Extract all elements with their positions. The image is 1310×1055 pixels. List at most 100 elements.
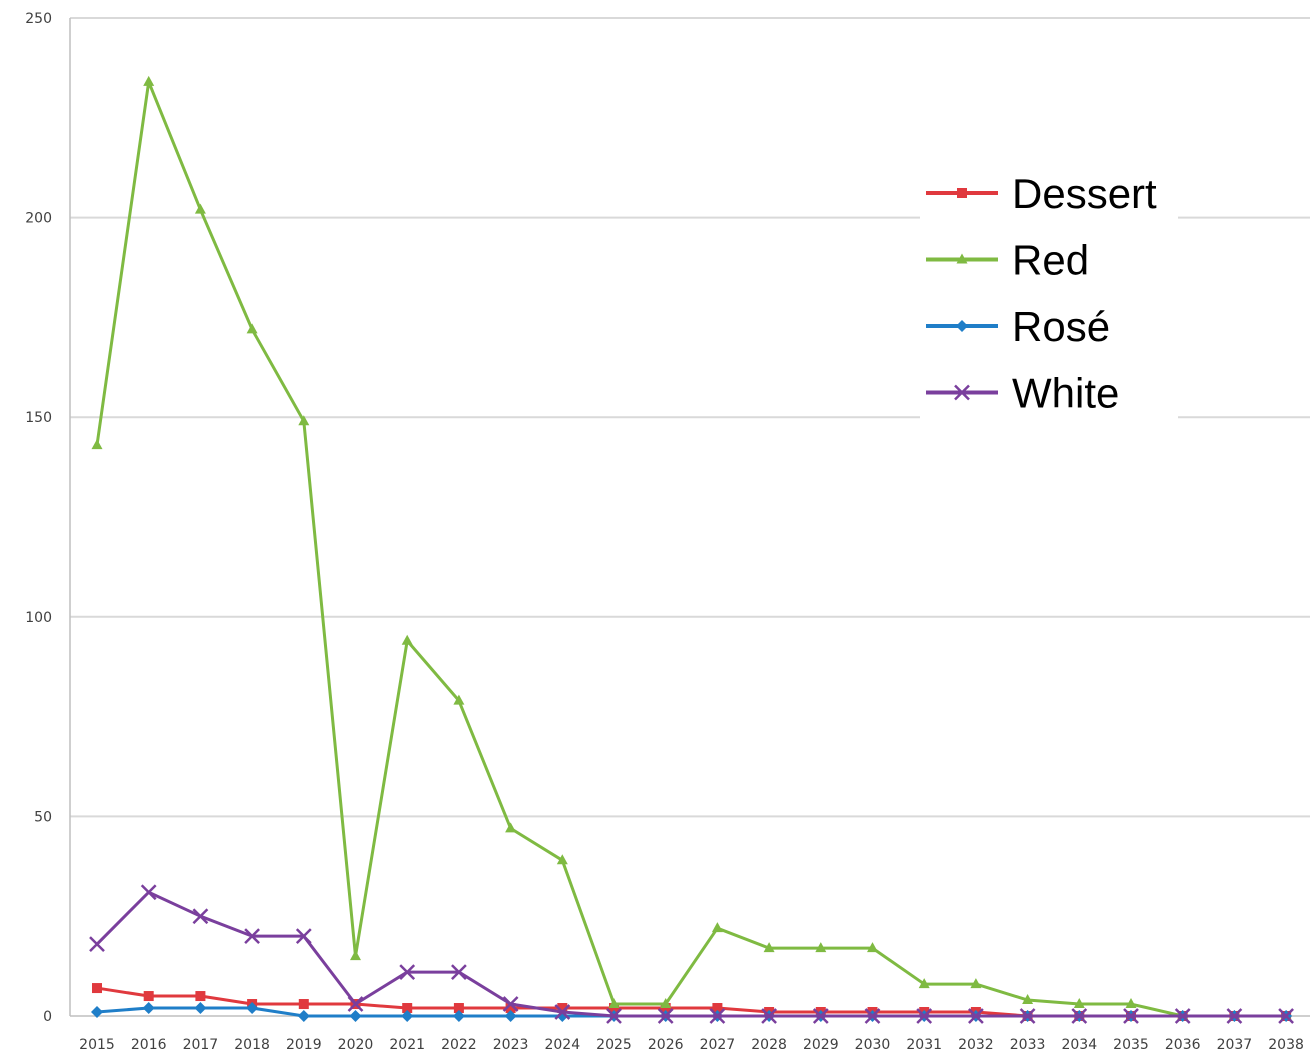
data-point-ros xyxy=(452,1010,465,1022)
data-point-dessert xyxy=(557,1003,568,1014)
x-tick-label: 2028 xyxy=(751,1037,787,1053)
data-point-ros xyxy=(297,1010,310,1022)
data-point-red xyxy=(556,854,568,865)
x-tick-label: 2037 xyxy=(1217,1037,1253,1053)
data-point-red xyxy=(453,694,465,705)
series-white xyxy=(89,884,1294,1024)
data-point-ros xyxy=(91,1006,103,1019)
data-point-red xyxy=(91,439,103,450)
data-point-white xyxy=(295,928,312,945)
data-point-red xyxy=(505,822,517,833)
legend-label-white: White xyxy=(1012,370,1119,417)
data-point-dessert xyxy=(92,983,102,994)
data-point-white xyxy=(1226,1008,1243,1024)
series-line-white xyxy=(95,890,1287,1018)
data-point-white xyxy=(399,964,416,980)
series-line-red xyxy=(95,80,1287,1018)
data-point-white xyxy=(244,928,260,945)
y-tick-label: 200 xyxy=(25,211,52,227)
data-point-red xyxy=(1125,998,1137,1009)
x-tick-label: 2031 xyxy=(906,1037,942,1053)
x-tick-label: 2017 xyxy=(183,1037,219,1053)
x-tick-label: 2018 xyxy=(234,1037,270,1053)
y-tick-label: 250 xyxy=(25,11,52,27)
data-point-dessert xyxy=(195,991,206,1002)
data-point-red xyxy=(660,998,672,1009)
data-point-ros xyxy=(142,1002,155,1015)
data-point-white xyxy=(968,1008,984,1024)
legend-box xyxy=(920,165,1178,423)
data-point-ros xyxy=(349,1010,362,1022)
x-tick-label: 2034 xyxy=(1061,1037,1097,1053)
x-tick-label: 2015 xyxy=(79,1037,115,1053)
data-point-white xyxy=(89,936,105,953)
data-point-white xyxy=(1174,1008,1191,1024)
data-point-red xyxy=(143,75,155,86)
x-tick-label: 2024 xyxy=(544,1037,580,1053)
x-tick-label: 2019 xyxy=(286,1037,322,1053)
data-point-white xyxy=(916,1008,933,1024)
data-point-white xyxy=(864,1008,881,1024)
legend-label-dessert: Dessert xyxy=(1012,170,1157,217)
data-point-white xyxy=(502,996,519,1012)
data-point-red xyxy=(608,998,620,1009)
data-point-white xyxy=(451,964,467,980)
data-point-dessert xyxy=(298,999,309,1010)
y-tick-label: 0 xyxy=(43,1009,52,1025)
data-point-white xyxy=(1071,1008,1088,1024)
data-point-red xyxy=(1022,994,1034,1005)
x-tick-label: 2030 xyxy=(855,1037,891,1053)
data-point-red xyxy=(711,922,723,933)
y-tick-label: 100 xyxy=(25,610,52,626)
x-tick-label: 2029 xyxy=(803,1037,839,1053)
legend-label-ros: Rosé xyxy=(1012,303,1110,350)
x-tick-label: 2038 xyxy=(1268,1037,1304,1053)
data-point-ros xyxy=(194,1002,207,1015)
data-point-white xyxy=(1019,1008,1036,1024)
x-tick-label: 2026 xyxy=(648,1037,684,1053)
data-point-white xyxy=(140,884,157,901)
y-tick-label: 150 xyxy=(25,410,52,426)
x-tick-label: 2016 xyxy=(131,1037,167,1053)
data-point-red xyxy=(298,415,310,426)
data-point-red xyxy=(246,323,258,334)
x-tick-label: 2023 xyxy=(493,1037,529,1053)
x-tick-label: 2020 xyxy=(338,1037,374,1053)
data-point-red xyxy=(815,942,827,953)
data-point-ros xyxy=(504,1010,517,1022)
x-tick-label: 2025 xyxy=(596,1037,632,1053)
data-point-ros xyxy=(246,1002,259,1015)
data-point-red xyxy=(401,634,413,645)
legend: Dessert Red Rosé White xyxy=(920,165,1178,423)
x-tick-label: 2021 xyxy=(389,1037,425,1053)
data-point-red xyxy=(867,942,878,953)
y-tick-label: 50 xyxy=(34,809,52,825)
x-tick-label: 2027 xyxy=(700,1037,736,1053)
data-point-ros xyxy=(401,1010,414,1022)
x-tick-label: 2036 xyxy=(1165,1037,1201,1053)
data-point-red xyxy=(350,950,361,961)
x-tick-label: 2022 xyxy=(441,1037,477,1053)
x-tick-label: 2033 xyxy=(1010,1037,1046,1053)
data-point-white xyxy=(192,908,209,925)
legend-marker-dessert xyxy=(957,188,967,198)
data-point-white xyxy=(709,1008,726,1024)
data-point-red xyxy=(970,978,982,989)
data-point-red xyxy=(194,203,206,214)
legend-marker-white xyxy=(954,384,970,401)
data-point-dessert xyxy=(712,1003,723,1014)
legend-marker-ros xyxy=(956,320,968,332)
data-point-white xyxy=(761,1008,777,1024)
x-tick-label: 2032 xyxy=(958,1037,994,1053)
x-axis-tick-labels: 2015 2016 2017 2018 2019 2020 2021 2022 2023 2024… xyxy=(79,1037,1304,1053)
data-point-dessert xyxy=(402,1003,413,1014)
data-point-red xyxy=(763,942,775,953)
data-point-white xyxy=(347,996,364,1012)
data-point-white xyxy=(657,1008,674,1024)
data-point-dessert xyxy=(143,991,154,1002)
y-axis-tick-labels: 0 50 100 150 200 250 xyxy=(25,11,52,1025)
x-tick-label: 2035 xyxy=(1113,1037,1149,1053)
data-point-white xyxy=(1123,1008,1139,1024)
data-point-white xyxy=(1278,1008,1294,1024)
